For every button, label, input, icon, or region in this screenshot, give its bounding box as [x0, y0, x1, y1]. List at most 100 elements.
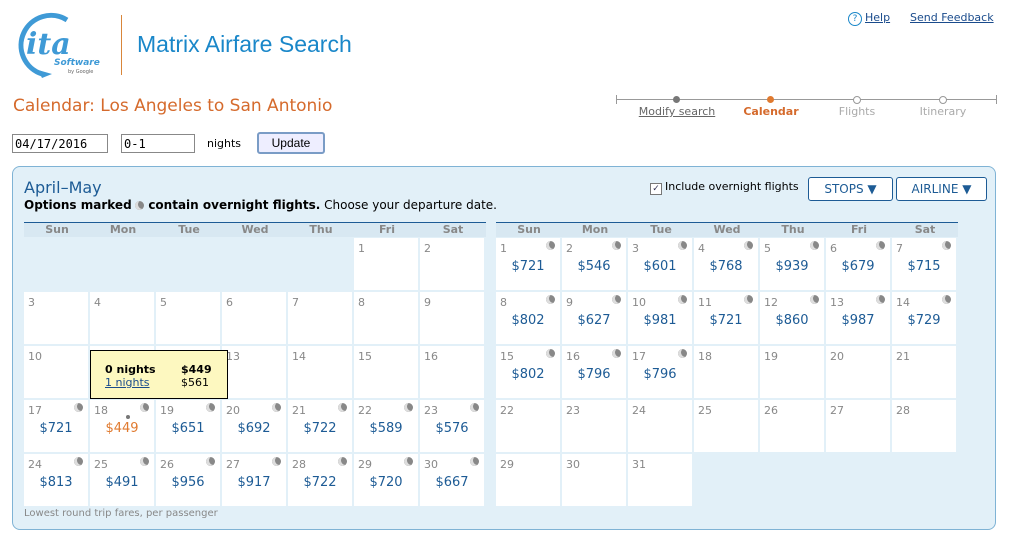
day-price[interactable]: $667	[435, 475, 469, 490]
overnight-icon	[74, 403, 83, 412]
day-price[interactable]: $721	[709, 313, 743, 328]
calendar-day[interactable]: 23 $576	[420, 400, 484, 452]
step-modify-search[interactable]: Modify search	[638, 105, 716, 118]
day-price[interactable]: $860	[775, 313, 809, 328]
calendar-day[interactable]: 14 $729	[892, 292, 956, 344]
day-price[interactable]: $917	[237, 475, 271, 490]
day-price[interactable]: $768	[709, 259, 743, 274]
calendar-day[interactable]: 9 $627	[562, 292, 626, 344]
calendar-day[interactable]: 3 $601	[628, 238, 692, 290]
day-number: 30	[424, 458, 438, 471]
day-price[interactable]: $956	[171, 475, 205, 490]
calendar-day[interactable]: 19 $651	[156, 400, 220, 452]
day-price[interactable]: $721	[39, 421, 73, 436]
day-price[interactable]: $491	[105, 475, 139, 490]
overnight-icon	[546, 349, 555, 358]
send-feedback-link[interactable]: Send Feedback	[910, 11, 994, 24]
calendar-day[interactable]: 5 $939	[760, 238, 824, 290]
calendar-day[interactable]: 28 $722	[288, 454, 352, 506]
calendar-day[interactable]: 27 $917	[222, 454, 286, 506]
day-price[interactable]: $576	[435, 421, 469, 436]
day-number: 10	[632, 296, 646, 309]
day-price[interactable]: $802	[511, 367, 545, 382]
overnight-icon	[338, 403, 347, 412]
day-number: 19	[160, 404, 174, 417]
day-price[interactable]: $449	[105, 421, 139, 436]
day-price[interactable]: $679	[841, 259, 875, 274]
calendar-day[interactable]: 2 $546	[562, 238, 626, 290]
day-number: 21	[292, 404, 306, 417]
day-price[interactable]: $721	[511, 259, 545, 274]
day-price[interactable]: $796	[577, 367, 611, 382]
calendar-day[interactable]: 1 $721	[496, 238, 560, 290]
day-price[interactable]: $546	[577, 259, 611, 274]
day-price[interactable]: $722	[303, 475, 337, 490]
day-price[interactable]: $601	[643, 259, 677, 274]
overnight-icon	[546, 295, 555, 304]
calendar-day[interactable]: 8 $802	[496, 292, 560, 344]
calendar-day: 15	[354, 346, 418, 398]
update-button[interactable]: Update	[257, 132, 325, 154]
day-price[interactable]: $589	[369, 421, 403, 436]
calendar-day[interactable]: 10 $981	[628, 292, 692, 344]
day-price[interactable]: $651	[171, 421, 205, 436]
calendar-day[interactable]: 29 $720	[354, 454, 418, 506]
calendar-day[interactable]: 26 $956	[156, 454, 220, 506]
day-price[interactable]: $715	[907, 259, 941, 274]
calendar-day[interactable]: 13 $987	[826, 292, 890, 344]
nights-input[interactable]	[121, 134, 195, 153]
calendar-day: 20	[826, 346, 890, 398]
day-price[interactable]: $720	[369, 475, 403, 490]
calendar-day[interactable]: 7 $715	[892, 238, 956, 290]
overnight-icon	[942, 241, 951, 250]
overnight-icon	[744, 241, 753, 250]
overnight-icon	[206, 457, 215, 466]
overnight-icon	[612, 295, 621, 304]
calendar-day[interactable]: 24 $813	[24, 454, 88, 506]
day-price[interactable]: $981	[643, 313, 677, 328]
day-price[interactable]: $939	[775, 259, 809, 274]
day-price[interactable]: $987	[841, 313, 875, 328]
day-number: 6	[226, 296, 233, 309]
day-price[interactable]: $796	[643, 367, 677, 382]
calendar-day[interactable]: 22 $589	[354, 400, 418, 452]
day-price[interactable]: $627	[577, 313, 611, 328]
day-price[interactable]: $729	[907, 313, 941, 328]
calendar-day[interactable]: 25 $491	[90, 454, 154, 506]
day-number: 23	[424, 404, 438, 417]
calendar-day[interactable]: 16 $796	[562, 346, 626, 398]
calendar-day[interactable]: 12 $860	[760, 292, 824, 344]
day-price[interactable]: $692	[237, 421, 271, 436]
day-price[interactable]: $722	[303, 421, 337, 436]
departure-date-input[interactable]	[12, 134, 108, 153]
calendar-day[interactable]: 17 $796	[628, 346, 692, 398]
calendar-day[interactable]: 17 $721	[24, 400, 88, 452]
day-number: 28	[896, 404, 910, 417]
weekday-header: Thu	[309, 223, 333, 236]
calendar-day[interactable]: 6 $679	[826, 238, 890, 290]
help-link[interactable]: ? Help	[848, 11, 890, 26]
calendar-day[interactable]: 18 $449	[90, 400, 154, 452]
airline-dropdown[interactable]: AIRLINE ▼	[896, 177, 987, 201]
day-number: 18	[94, 404, 108, 417]
day-price[interactable]: $813	[39, 475, 73, 490]
help-link-text[interactable]: Help	[865, 11, 891, 24]
overnight-icon	[678, 241, 687, 250]
day-number: 20	[830, 350, 844, 363]
stops-dropdown[interactable]: STOPS ▼	[808, 177, 893, 201]
day-price[interactable]: $802	[511, 313, 545, 328]
calendar-day[interactable]: 30 $667	[420, 454, 484, 506]
overnight-icon	[678, 349, 687, 358]
tooltip-1-nights-link[interactable]: 1 nights	[105, 376, 150, 389]
calendar-day[interactable]: 21 $722	[288, 400, 352, 452]
include-overnight-checkbox[interactable]: ✓ Include overnight flights	[650, 180, 799, 195]
calendar-day[interactable]: 15 $802	[496, 346, 560, 398]
day-number: 2	[566, 242, 573, 255]
day-number: 20	[226, 404, 240, 417]
calendar-day[interactable]: 4 $768	[694, 238, 758, 290]
calendar-day: 21	[892, 346, 956, 398]
checkbox-checked-icon[interactable]: ✓	[650, 183, 662, 195]
calendar-day[interactable]: 20 $692	[222, 400, 286, 452]
calendar-day[interactable]: 11 $721	[694, 292, 758, 344]
calendar-day: 24	[628, 400, 692, 452]
